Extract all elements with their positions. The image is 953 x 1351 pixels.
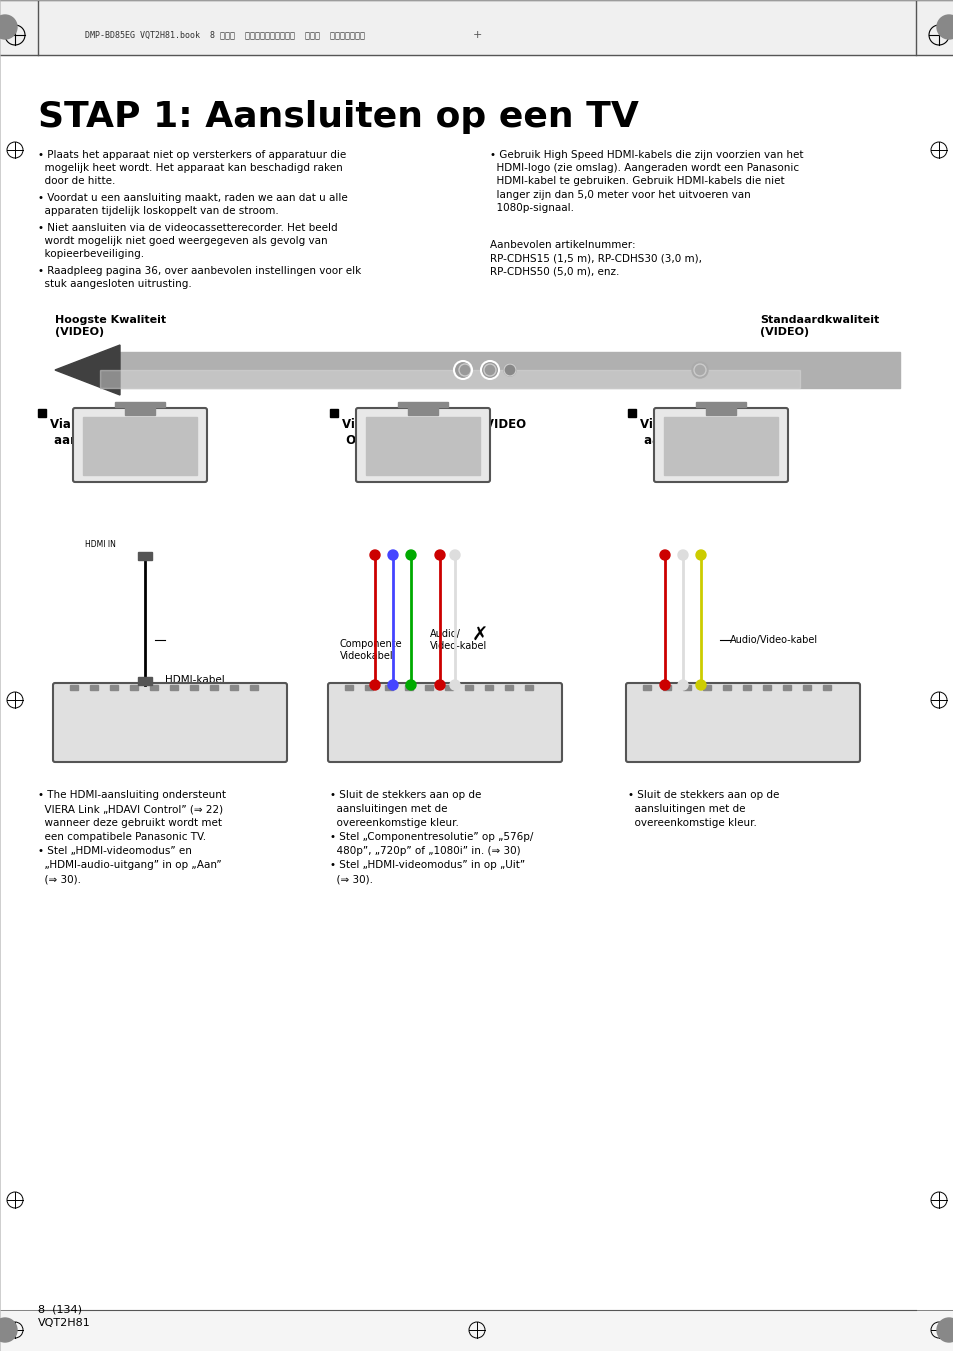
Circle shape [696, 550, 705, 561]
Bar [170, 685, 178, 690]
Bar [90, 685, 98, 690]
Bar [405, 685, 413, 690]
Bar [408, 407, 437, 415]
Circle shape [691, 362, 707, 378]
Text: • Voordat u een aansluiting maakt, raden we aan dat u alle
  apparaten tijdelijk: • Voordat u een aansluiting maakt, raden… [38, 193, 348, 216]
Text: +: + [472, 30, 481, 41]
FancyBboxPatch shape [328, 684, 561, 762]
Text: Audio/Video-kabel: Audio/Video-kabel [729, 635, 818, 644]
Text: Standaardkwaliteit
(VIDEO): Standaardkwaliteit (VIDEO) [760, 315, 879, 336]
Circle shape [503, 363, 516, 376]
Bar [782, 685, 790, 690]
Bar [742, 685, 750, 690]
Text: Audio/
Video-kabel: Audio/ Video-kabel [430, 630, 487, 651]
Bar [365, 685, 373, 690]
Bar [130, 685, 138, 690]
Circle shape [435, 680, 444, 690]
Circle shape [696, 680, 705, 690]
Bar [484, 685, 493, 690]
Text: • Sluit de stekkers aan op de
  aansluitingen met de
  overeenkomstige kleur.: • Sluit de stekkers aan op de aansluitin… [627, 790, 779, 828]
Bar [100, 370, 800, 388]
FancyBboxPatch shape [654, 408, 787, 482]
Circle shape [406, 680, 416, 690]
Bar [210, 685, 218, 690]
Circle shape [388, 680, 397, 690]
Text: Via een HDMI AV OUT
 aansluiting: Via een HDMI AV OUT aansluiting [50, 417, 193, 447]
Text: 8  (134)
VQT2H81: 8 (134) VQT2H81 [38, 1305, 91, 1328]
Text: • The HDMI-aansluiting ondersteunt
  VIERA Link „HDAVI Control” (⇒ 22)
  wanneer: • The HDMI-aansluiting ondersteunt VIERA… [38, 790, 226, 884]
Text: STAP 1: Aansluiten op een TV: STAP 1: Aansluiten op een TV [38, 100, 639, 134]
Bar [662, 685, 670, 690]
Text: HDMI IN: HDMI IN [85, 540, 115, 549]
Bar [802, 685, 810, 690]
Bar [38, 409, 46, 417]
Bar [642, 685, 650, 690]
Circle shape [450, 550, 459, 561]
Bar [0, 1310, 953, 1351]
Text: • Gebruik High Speed HDMI-kabels die zijn voorzien van het
  HDMI-logo (zie omsl: • Gebruik High Speed HDMI-kabels die zij… [490, 150, 802, 213]
Bar [115, 403, 165, 407]
Bar [696, 403, 745, 407]
Circle shape [936, 15, 953, 39]
Bar [424, 685, 433, 690]
Bar [70, 685, 78, 690]
Bar [682, 685, 690, 690]
Bar [0, 0, 953, 55]
Bar [822, 685, 830, 690]
Circle shape [0, 1319, 17, 1342]
Bar [663, 417, 778, 476]
Bar [110, 685, 118, 690]
Bar [138, 553, 152, 561]
Bar [250, 685, 257, 690]
Circle shape [435, 550, 444, 561]
Circle shape [0, 15, 17, 39]
Bar [125, 407, 154, 415]
Circle shape [388, 550, 397, 561]
Circle shape [659, 680, 669, 690]
Text: Via een VIDEO OUT
 aansluiting: Via een VIDEO OUT aansluiting [639, 417, 766, 447]
Bar [230, 685, 237, 690]
Bar [627, 409, 636, 417]
Bar [444, 685, 453, 690]
Circle shape [450, 680, 459, 690]
Text: • Plaats het apparaat niet op versterkers of apparatuur die
  mogelijk heet word: • Plaats het apparaat niet op versterker… [38, 150, 346, 186]
Circle shape [406, 550, 416, 561]
Text: Hoogste Kwaliteit
(VIDEO): Hoogste Kwaliteit (VIDEO) [55, 315, 166, 336]
Text: Via een COMPONENT VIDEO
 OUT aansluiting: Via een COMPONENT VIDEO OUT aansluiting [341, 417, 525, 447]
Circle shape [458, 363, 471, 376]
Bar [385, 685, 393, 690]
Bar [83, 417, 196, 476]
Bar [722, 685, 730, 690]
Text: • Sluit de stekkers aan op de
  aansluitingen met de
  overeenkomstige kleur.
• : • Sluit de stekkers aan op de aansluitin… [330, 790, 533, 884]
Circle shape [936, 1319, 953, 1342]
Circle shape [693, 363, 705, 376]
Circle shape [370, 680, 379, 690]
Text: Componente
Videokabel: Componente Videokabel [339, 639, 402, 661]
Bar [345, 685, 353, 690]
Circle shape [480, 361, 498, 380]
FancyBboxPatch shape [625, 684, 859, 762]
Bar [504, 685, 513, 690]
Circle shape [659, 550, 669, 561]
FancyBboxPatch shape [73, 408, 207, 482]
Bar [100, 353, 899, 388]
Circle shape [483, 363, 496, 376]
Circle shape [678, 680, 687, 690]
Circle shape [370, 550, 379, 561]
Bar [190, 685, 198, 690]
Text: • Niet aansluiten via de videocassetterecorder. Het beeld
  wordt mogelijk niet : • Niet aansluiten via de videocassettere… [38, 223, 337, 259]
Bar [464, 685, 473, 690]
Bar [762, 685, 770, 690]
Text: • Raadpleeg pagina 36, over aanbevolen instellingen voor elk
  stuk aangesloten : • Raadpleeg pagina 36, over aanbevolen i… [38, 266, 361, 289]
Polygon shape [55, 345, 120, 394]
Circle shape [454, 361, 472, 380]
Bar [397, 403, 448, 407]
Text: Aanbevolen artikelnummer:
RP-CDHS15 (1,5 m), RP-CDHS30 (3,0 m),
RP-CDHS50 (5,0 m: Aanbevolen artikelnummer: RP-CDHS15 (1,5… [490, 240, 701, 277]
Text: ✗: ✗ [472, 626, 488, 644]
Circle shape [678, 550, 687, 561]
Bar [150, 685, 158, 690]
Bar [366, 417, 479, 476]
Bar [524, 685, 533, 690]
FancyBboxPatch shape [355, 408, 490, 482]
Text: HDMI-kabel: HDMI-kabel [165, 676, 225, 685]
